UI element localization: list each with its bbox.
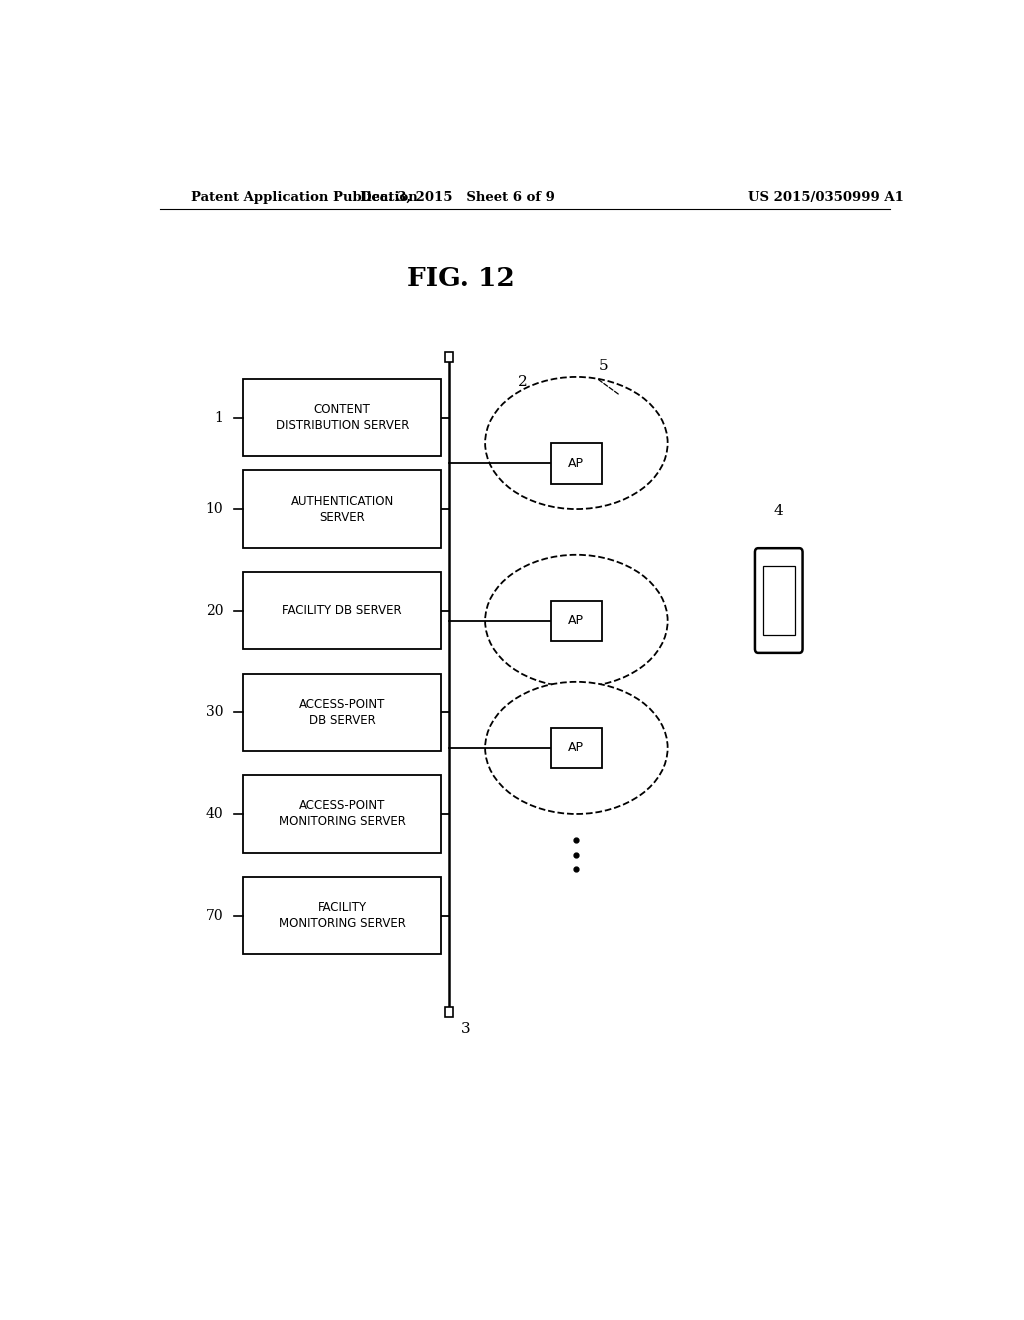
Text: AUTHENTICATION
SERVER: AUTHENTICATION SERVER <box>291 495 394 524</box>
Text: US 2015/0350999 A1: US 2015/0350999 A1 <box>749 190 904 203</box>
Text: ACCESS-POINT
MONITORING SERVER: ACCESS-POINT MONITORING SERVER <box>279 800 406 829</box>
Text: 40: 40 <box>206 807 223 821</box>
Text: Patent Application Publication: Patent Application Publication <box>191 190 418 203</box>
Text: 5: 5 <box>599 359 608 372</box>
FancyBboxPatch shape <box>243 673 441 751</box>
Text: 2: 2 <box>517 375 527 389</box>
Text: 20: 20 <box>206 603 223 618</box>
Text: AP: AP <box>568 742 585 755</box>
Polygon shape <box>445 351 454 362</box>
Text: ACCESS-POINT
DB SERVER: ACCESS-POINT DB SERVER <box>299 698 385 727</box>
Ellipse shape <box>485 554 668 686</box>
Text: 70: 70 <box>206 908 223 923</box>
Polygon shape <box>445 1007 454 1018</box>
Text: 10: 10 <box>206 502 223 516</box>
FancyBboxPatch shape <box>755 548 803 653</box>
FancyBboxPatch shape <box>243 470 441 548</box>
Ellipse shape <box>485 682 668 814</box>
FancyBboxPatch shape <box>551 727 602 768</box>
Text: 30: 30 <box>206 705 223 719</box>
Text: FACILITY DB SERVER: FACILITY DB SERVER <box>283 605 402 618</box>
Text: AP: AP <box>568 614 585 627</box>
Text: Dec. 3, 2015   Sheet 6 of 9: Dec. 3, 2015 Sheet 6 of 9 <box>359 190 555 203</box>
FancyBboxPatch shape <box>551 601 602 642</box>
Ellipse shape <box>485 378 668 510</box>
FancyBboxPatch shape <box>243 572 441 649</box>
Text: FACILITY
MONITORING SERVER: FACILITY MONITORING SERVER <box>279 902 406 931</box>
FancyBboxPatch shape <box>551 444 602 483</box>
FancyBboxPatch shape <box>243 876 441 954</box>
Text: 3: 3 <box>461 1023 471 1036</box>
Text: FIG. 12: FIG. 12 <box>408 265 515 290</box>
FancyBboxPatch shape <box>243 775 441 853</box>
Text: 1: 1 <box>214 411 223 425</box>
Text: 4: 4 <box>774 504 783 517</box>
Text: AP: AP <box>568 457 585 470</box>
FancyBboxPatch shape <box>763 566 795 635</box>
Text: CONTENT
DISTRIBUTION SERVER: CONTENT DISTRIBUTION SERVER <box>275 403 409 432</box>
FancyBboxPatch shape <box>243 379 441 457</box>
